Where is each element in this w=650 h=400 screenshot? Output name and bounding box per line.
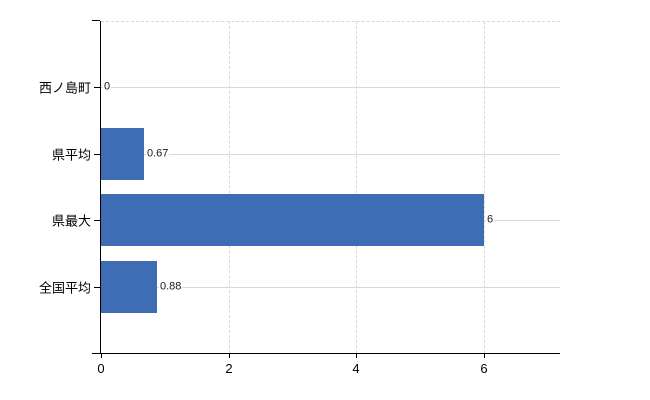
x-tick-label: 2	[225, 361, 233, 376]
bar	[101, 194, 484, 246]
value-label: 0	[103, 80, 112, 94]
x-axis-tick	[484, 353, 485, 358]
plot-top-border	[101, 21, 560, 22]
y-axis-tick	[94, 87, 100, 88]
value-label: 0.88	[159, 280, 183, 294]
gridline-vertical	[356, 21, 357, 353]
x-tick-label: 6	[480, 361, 488, 376]
category-label: 県平均	[51, 147, 91, 163]
y-axis-tick	[94, 220, 100, 221]
value-label: 0.67	[146, 147, 170, 161]
category-label: 西ノ島町	[38, 80, 91, 96]
gridline-vertical	[484, 21, 485, 353]
y-axis-tick	[94, 154, 100, 155]
gridline-horizontal	[101, 154, 560, 155]
x-tick-label: 0	[97, 361, 105, 376]
gridline-horizontal	[101, 87, 560, 88]
category-label: 全国平均	[38, 280, 91, 296]
bar	[101, 128, 144, 180]
plot-area: 西ノ島町 0 県平均 0.67 県最大 6 全国平均 0.88 0 2 4 6	[39, 20, 560, 376]
gridline-horizontal	[101, 287, 560, 288]
y-axis-top-cap	[92, 20, 100, 21]
x-axis-tick	[101, 353, 102, 358]
x-axis-tick	[229, 353, 230, 358]
y-axis-tick	[94, 287, 100, 288]
gridline-vertical	[229, 21, 230, 353]
bar	[101, 261, 157, 313]
x-axis-tick	[356, 353, 357, 358]
category-label: 県最大	[51, 213, 91, 229]
x-axis-left-overhang	[92, 353, 100, 354]
x-tick-label: 4	[352, 361, 360, 376]
value-label: 6	[486, 213, 495, 227]
